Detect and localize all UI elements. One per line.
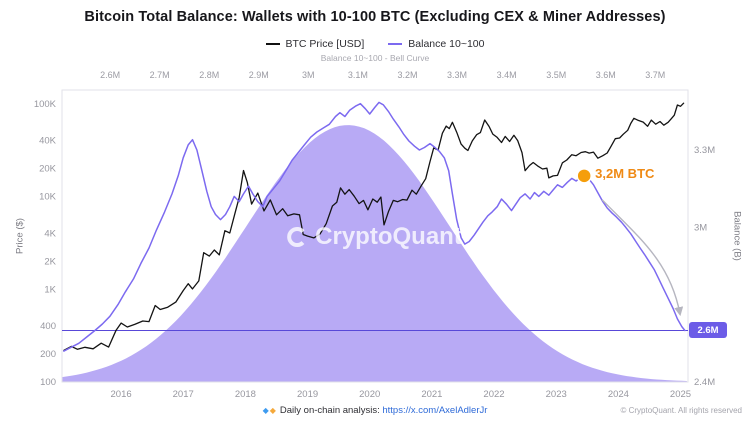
price-axis-tick: 10K <box>39 192 57 203</box>
balance-axis-tick: 2.4M <box>694 377 715 388</box>
year-tick: 2019 <box>297 389 318 400</box>
legend-label-price: BTC Price [USD] <box>285 38 365 50</box>
right-axis-ticks: 3.3M 3M 2.4M <box>694 145 715 388</box>
top-axis-tick: 3.6M <box>596 70 616 80</box>
top-axis-title: Balance 10~100 - Bell Curve <box>320 53 430 63</box>
legend-item-balance[interactable]: Balance 10~100 <box>388 38 484 50</box>
top-axis-tick: 3.4M <box>497 70 517 80</box>
legend-item-btc-price[interactable]: BTC Price [USD] <box>265 38 365 50</box>
right-axis-title: Balance (B) <box>731 211 743 261</box>
price-axis-tick: 40K <box>39 136 57 147</box>
price-axis-tick: 100K <box>34 99 57 110</box>
price-axis-tick: 1K <box>44 284 56 295</box>
plot-frame <box>61 89 689 383</box>
year-tick: 2025 <box>670 389 691 400</box>
price-axis-tick: 20K <box>39 164 57 175</box>
year-tick: 2016 <box>111 389 132 400</box>
balance-axis-tick: 3.3M <box>694 145 715 156</box>
year-tick: 2020 <box>359 389 380 400</box>
balance-axis-tick: 3M <box>694 222 707 233</box>
footer-text: Daily on-chain analysis: <box>279 405 383 416</box>
price-axis-tick: 100 <box>40 377 56 388</box>
price-line <box>63 102 685 351</box>
footer-note: ◆◆ Daily on-chain analysis: https://x.com… <box>0 405 750 416</box>
price-line-swatch-icon <box>265 43 280 45</box>
year-tick: 2024 <box>608 389 629 400</box>
balance-line <box>63 101 686 352</box>
annotation-marker <box>576 168 592 184</box>
top-axis-tick: 3.3M <box>447 70 467 80</box>
legend-label-balance: Balance 10~100 <box>408 38 485 50</box>
balance-annotation-label: 3,2M BTC <box>595 165 655 181</box>
top-axis-tick: 2.8M <box>199 70 219 80</box>
top-axis-tick: 3.5M <box>546 70 566 80</box>
top-axis-tick: 3.2M <box>397 70 417 80</box>
copyright: © CryptoQuant. All rights reserved <box>620 406 743 415</box>
left-axis-title: Price ($) <box>14 218 26 254</box>
top-axis-tick: 2.6M <box>100 70 120 80</box>
year-tick: 2021 <box>421 389 442 400</box>
orange-diamond-icon: ◆ <box>269 406 276 415</box>
year-tick: 2018 <box>235 389 256 400</box>
year-tick: 2023 <box>546 389 567 400</box>
top-axis-tick: 2.7M <box>150 70 170 80</box>
page-title: Bitcoin Total Balance: Wallets with 10-1… <box>84 9 666 25</box>
balance-line-swatch-icon <box>388 43 403 45</box>
top-axis-tick: 3.1M <box>348 70 368 80</box>
top-axis-tick: 3M <box>302 70 315 80</box>
year-tick: 2022 <box>483 389 504 400</box>
price-axis-tick: 400 <box>40 321 56 332</box>
left-axis-ticks: 100K 40K 20K 10K 4K 2K 1K 400 200 100 <box>34 99 57 388</box>
bell-curve <box>62 125 688 382</box>
year-tick: 2017 <box>173 389 194 400</box>
price-axis-tick: 4K <box>44 229 56 240</box>
top-axis-tick: 2.9M <box>249 70 269 80</box>
blue-diamond-icon: ◆ <box>262 406 269 415</box>
top-axis-tick: 3.7M <box>645 70 665 80</box>
trend-arrow <box>601 199 684 317</box>
year-axis-ticks: 2016 2017 2018 2019 2020 2021 2022 2023 2024 2025 <box>111 389 692 400</box>
legend: BTC Price [USD] Balance 10~100 <box>0 38 750 50</box>
price-axis-tick: 200 <box>40 349 56 360</box>
top-axis-ticks: 2.6M 2.7M 2.8M 2.9M 3M 3.1M 3.2M 3.3M 3.4M 3.5M 3.… <box>100 70 665 80</box>
current-balance-badge: 2.6M <box>689 322 727 339</box>
footer-link[interactable]: https://x.com/AxelAdlerJr <box>382 405 488 416</box>
price-axis-tick: 2K <box>44 256 56 267</box>
